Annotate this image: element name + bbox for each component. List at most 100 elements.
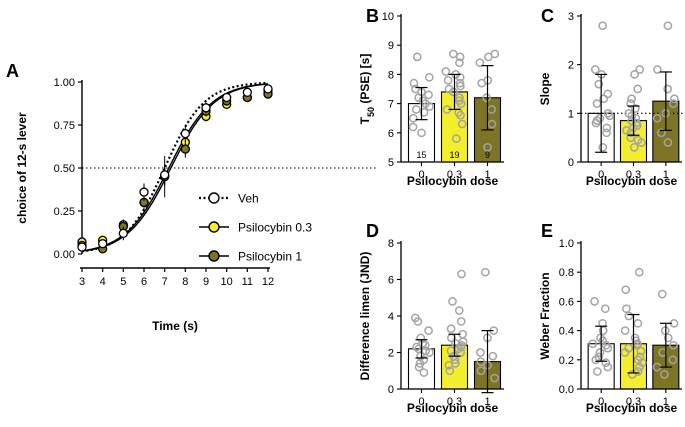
individual-point [668, 355, 678, 365]
individual-point [637, 138, 646, 147]
panel-label-a: A [6, 61, 19, 81]
x-axis-title: Psilocybin dose [407, 174, 499, 188]
individual-point [487, 119, 497, 129]
individual-point [417, 128, 426, 138]
x-axis-title: Time (s) [152, 319, 198, 333]
individual-point [634, 267, 644, 277]
individual-point [476, 357, 486, 366]
legend-label: Psilocybin 1 [238, 250, 302, 264]
data-point-veh [180, 128, 190, 139]
n-label: 19 [449, 150, 459, 160]
individual-point [598, 143, 608, 152]
y-tick-label: 1.00 [54, 77, 75, 89]
individual-point [412, 52, 422, 62]
individual-point [451, 134, 461, 143]
y-tick-label: 10 [382, 11, 394, 23]
individual-point [488, 351, 498, 361]
individual-point [663, 21, 673, 31]
individual-point [591, 118, 601, 128]
individual-point [657, 128, 666, 138]
y-tick-label: 9 [388, 40, 394, 52]
individual-point [605, 111, 615, 121]
y-tick-label: 0.00 [54, 249, 75, 261]
individual-point [457, 119, 467, 129]
individual-point [630, 70, 639, 79]
y-tick-label: 4 [388, 311, 394, 323]
y-axis-title: Difference limen (JND) [358, 252, 372, 381]
y-tick-label: 0.0 [559, 384, 574, 396]
n-label: 9 [485, 150, 490, 160]
y-tick-label: 0.25 [54, 206, 75, 218]
n-label: 15 [416, 150, 426, 160]
individual-point [622, 304, 631, 314]
y-tick-label: 2 [568, 60, 574, 72]
individual-point [602, 128, 611, 138]
individual-point [449, 87, 458, 97]
x-tick-label: 3 [79, 276, 85, 288]
x-tick-label: 1 [663, 396, 669, 408]
individual-point [653, 65, 662, 74]
individual-point [620, 326, 630, 335]
individual-point [620, 348, 630, 357]
individual-point [591, 355, 601, 365]
y-tick-label: 0.8 [559, 267, 574, 279]
panel-label-c: C [541, 6, 554, 26]
individual-point [413, 317, 423, 326]
individual-point [455, 81, 465, 91]
individual-point [454, 306, 464, 315]
individual-point [627, 370, 637, 379]
individual-point [455, 78, 465, 88]
x-tick-label: 0.3 [447, 169, 462, 181]
individual-point [631, 104, 640, 113]
data-point-veh [242, 87, 252, 97]
individual-point [416, 333, 426, 343]
y-tick-label: 0.75 [54, 120, 75, 132]
individual-point [663, 84, 673, 94]
x-tick-label: 0 [598, 169, 604, 181]
individual-point [455, 52, 465, 62]
x-tick-label: 0 [418, 169, 424, 181]
individual-point [425, 102, 434, 111]
individual-point [602, 123, 612, 133]
individual-point [603, 343, 613, 353]
individual-point [593, 367, 602, 376]
x-axis-title: Psilocybin dose [586, 174, 678, 188]
individual-point [660, 370, 669, 379]
individual-point [603, 89, 613, 99]
y-tick-label: 6 [388, 275, 394, 287]
y-axis-title-subscript: 50 [366, 107, 376, 117]
y-tick-label: 2 [388, 348, 394, 360]
legend-marker-veh [208, 192, 220, 204]
y-tick-label: 0.4 [559, 326, 574, 338]
individual-point [409, 78, 419, 88]
individual-point [446, 324, 456, 334]
x-axis-title: Psilocybin dose [407, 401, 499, 415]
individual-point [670, 94, 679, 104]
individual-point [412, 342, 421, 352]
individual-point [484, 52, 493, 62]
individual-point [592, 99, 602, 108]
individual-point [669, 99, 678, 108]
individual-point [626, 128, 636, 138]
x-tick-label: 8 [182, 276, 188, 288]
y-axis-title: T50 (PSE) [s] [358, 54, 376, 125]
individual-point [663, 333, 673, 343]
individual-point [669, 340, 678, 350]
individual-point [594, 79, 604, 89]
y-tick-label: 3 [568, 11, 574, 23]
individual-point [627, 94, 636, 104]
individual-point [448, 297, 457, 306]
individual-point [476, 366, 486, 376]
individual-point [424, 72, 434, 82]
individual-point [408, 122, 418, 132]
data-point-veh [222, 92, 232, 103]
individual-point [588, 339, 598, 349]
x-tick-label: 1 [484, 169, 490, 181]
x-tick-label: 0.3 [626, 396, 641, 408]
legend-label: Psilocybin 0.3 [238, 221, 312, 235]
x-tick-label: 0.3 [626, 169, 641, 181]
x-tick-label: 6 [141, 276, 147, 288]
individual-point [603, 362, 613, 372]
individual-point [663, 138, 673, 147]
